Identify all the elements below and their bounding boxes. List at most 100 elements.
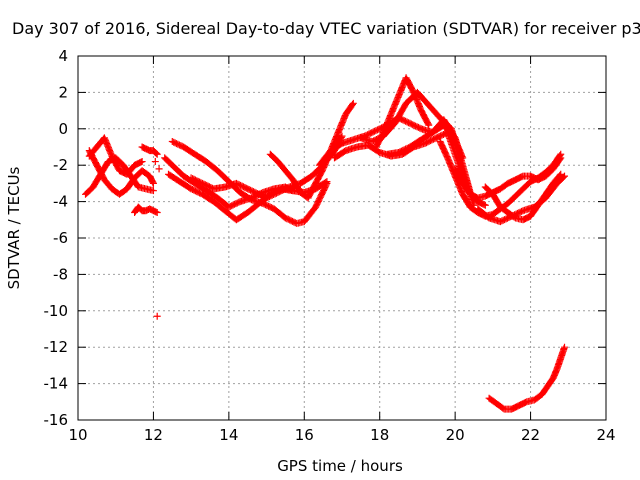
series-track-5 <box>138 143 161 158</box>
data-point-track <box>493 400 507 412</box>
data-point-track <box>466 203 480 216</box>
data-point-track <box>221 207 239 223</box>
data-point-track <box>406 137 424 151</box>
data-point-track <box>134 203 145 214</box>
series-track-20 <box>485 343 569 413</box>
data-point-track <box>82 184 96 198</box>
data-point-track <box>474 198 488 209</box>
plot-frame <box>77 55 607 421</box>
data-point-track <box>116 186 130 198</box>
data-point-track <box>149 147 160 157</box>
data-point-track <box>459 179 473 197</box>
data-point-track <box>263 189 280 202</box>
data-point-track <box>545 375 556 388</box>
data-point-track <box>199 190 216 205</box>
data-point-track <box>553 173 567 187</box>
series-track-17 <box>451 154 565 202</box>
data-point <box>425 121 433 129</box>
data-point <box>153 150 161 158</box>
data-point-track <box>232 179 250 192</box>
data-point-track <box>210 198 228 214</box>
data-point-track <box>327 140 345 155</box>
data-point-track <box>440 116 458 141</box>
data-point-track <box>270 205 288 221</box>
grid-layer <box>78 56 606 420</box>
y-tick-label: -14 <box>44 375 69 393</box>
data-point-track <box>417 107 432 128</box>
data-point <box>138 158 146 166</box>
data-point-track <box>421 135 439 147</box>
data-point-track <box>549 155 564 173</box>
x-tick-label: 22 <box>521 426 540 444</box>
data-point-track <box>165 170 183 185</box>
y-tick-label: 0 <box>58 120 68 138</box>
data-point-track <box>315 148 334 169</box>
data-point <box>557 154 565 162</box>
data-point-track <box>380 112 394 136</box>
data-point-track <box>312 166 326 187</box>
tick-layer <box>77 55 607 421</box>
data-point-track <box>300 204 319 226</box>
data-point-track <box>138 143 149 152</box>
data-point-track <box>127 172 141 190</box>
data-point <box>349 99 357 107</box>
data-point-track <box>459 190 473 210</box>
data-point <box>323 179 331 187</box>
y-tick-label: -12 <box>44 338 69 356</box>
series-track-3 <box>85 134 146 178</box>
y-tick-label: 2 <box>58 83 68 101</box>
data-point <box>561 343 569 351</box>
data-point-track <box>451 134 466 168</box>
data-point-track <box>538 381 553 398</box>
data-point-track <box>530 391 545 404</box>
data-point-track <box>372 130 387 151</box>
data-point-track <box>168 138 186 150</box>
series-track-4 <box>131 203 161 217</box>
data-point-track <box>406 119 424 132</box>
data-point-track <box>244 200 262 216</box>
data-point-track <box>202 187 220 201</box>
data-point-track <box>168 161 186 179</box>
data-point-track <box>436 138 451 161</box>
x-tick-label: 14 <box>219 426 238 444</box>
x-tick-label: 10 <box>68 426 87 444</box>
data-point-track <box>504 193 518 207</box>
data-point-track <box>429 117 447 136</box>
data-point-track <box>89 172 104 191</box>
data-point-track <box>108 152 123 173</box>
data-point <box>153 209 161 217</box>
data-point-track <box>202 158 220 174</box>
data-point-track <box>485 394 499 407</box>
series-track-14 <box>372 74 433 151</box>
data-point-track <box>530 195 548 211</box>
y-tick-label: 4 <box>58 47 68 65</box>
data-point-track <box>508 207 526 220</box>
data-point <box>149 179 157 187</box>
data-point-track <box>387 93 402 118</box>
y-tick-label: -6 <box>53 229 68 247</box>
data-point-track <box>519 179 533 193</box>
x-axis-label: GPS time / hours <box>277 457 403 475</box>
data-point-track <box>232 209 250 224</box>
data-point-track <box>214 167 232 184</box>
data-point-track <box>417 129 435 144</box>
data-point-track <box>123 162 138 178</box>
x-tick-label: 16 <box>295 426 314 444</box>
data-point-track <box>274 184 292 196</box>
data-point <box>155 165 163 173</box>
data-point-track <box>259 199 277 212</box>
data-point-track <box>187 185 205 198</box>
data-point-track <box>244 185 262 198</box>
data-point-track <box>334 112 349 136</box>
data-point-track <box>142 145 152 154</box>
data-point-track <box>474 205 492 221</box>
y-tick-label: -4 <box>53 193 68 211</box>
chart-title: Day 307 of 2016, Sidereal Day-to-day VTE… <box>12 19 640 38</box>
data-point-track <box>402 74 417 95</box>
data-point-track <box>425 101 443 121</box>
y-axis-label: SDTVAR / TECUs <box>5 166 23 289</box>
x-tick-label: 12 <box>144 426 163 444</box>
data-point-track <box>274 158 288 173</box>
